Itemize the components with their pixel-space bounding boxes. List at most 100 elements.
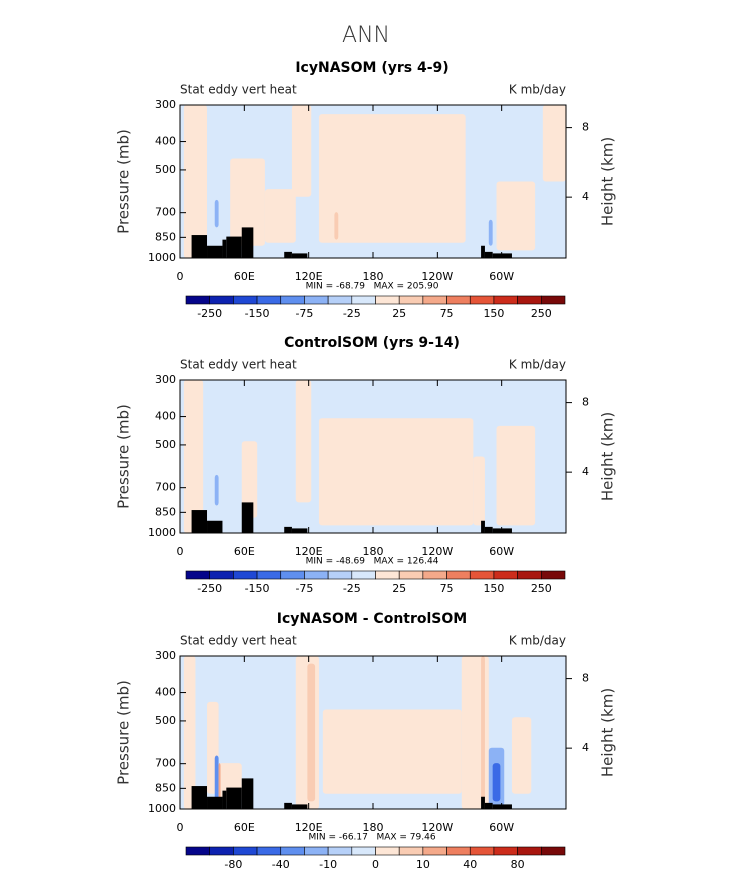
colorbar-label: 250 (531, 307, 552, 320)
colorbar-box (256, 570, 282, 580)
x-tick-label: 120E (295, 821, 323, 834)
colorbar-label: 150 (483, 582, 504, 595)
y-tick-label: 850 (155, 781, 176, 794)
x-tick-label: 120W (421, 545, 453, 558)
topography (484, 802, 493, 809)
x-tick-label: 0 (177, 821, 184, 834)
x-tick-label: 120W (421, 270, 453, 283)
y2-tick-label: 4 (582, 190, 589, 203)
contour-fill (496, 181, 536, 251)
y-tick-label: 500 (155, 714, 176, 727)
topography (191, 786, 208, 809)
y2-axis-label: Height (km) (599, 688, 617, 777)
contour-fill (295, 380, 312, 503)
colorbar-label: -40 (272, 858, 290, 871)
topography (484, 251, 493, 258)
x-tick-label: 180 (363, 821, 384, 834)
topography (291, 253, 308, 258)
y-tick-label: 500 (155, 163, 176, 176)
contour-fill (492, 763, 501, 802)
colorbar-box (233, 295, 258, 305)
x-tick-label: 120E (295, 270, 323, 283)
topography (481, 796, 485, 809)
x-tick-label: 60E (234, 821, 255, 834)
colorbar-box (185, 846, 210, 856)
colorbar-box (351, 295, 376, 305)
panel-title: IcyNASOM (yrs 4-9) (295, 60, 448, 76)
colorbar-label: -80 (224, 858, 242, 871)
colorbar-box (469, 295, 495, 305)
colorbar-box (304, 846, 329, 856)
contour-fill (322, 709, 462, 794)
colorbar-box (185, 570, 210, 580)
colorbar-box (280, 295, 305, 305)
y-tick-label: 300 (155, 98, 176, 111)
colorbar-box (493, 570, 518, 580)
colorbar-box (375, 570, 400, 580)
colorbar-box (398, 846, 424, 856)
x-tick-label: 120W (421, 821, 453, 834)
topography (226, 787, 242, 809)
y-axis-label: Pressure (mb) (115, 129, 133, 234)
colorbar-box (304, 295, 329, 305)
x-tick-label: 60E (234, 545, 255, 558)
contour-fill (264, 189, 296, 243)
left-label: Stat eddy vert heat (180, 634, 297, 648)
topography (226, 236, 242, 258)
contour-fill (214, 199, 219, 228)
colorbar-box (541, 295, 566, 305)
panel: IcyNASOM - ControlSOM Stat eddy vert heat… (115, 611, 617, 871)
colorbar-label: 0 (372, 858, 379, 871)
colorbar-box (422, 295, 447, 305)
y-tick-label: 700 (155, 481, 176, 494)
y2-tick-label: 4 (582, 741, 589, 754)
y2-tick-label: 4 (582, 465, 589, 478)
x-tick-label: 60W (489, 270, 514, 283)
contour-fill (291, 105, 312, 197)
colorbar-box (327, 295, 353, 305)
contour-fill (473, 456, 485, 526)
colorbar-label: -250 (197, 582, 222, 595)
topography (481, 520, 485, 533)
contour-fill (241, 441, 258, 518)
colorbar-box (280, 846, 305, 856)
y2-axis-label: Height (km) (599, 137, 617, 226)
colorbar-label: -10 (319, 858, 337, 871)
x-tick-label: 180 (363, 545, 384, 558)
contour-fill (183, 105, 208, 258)
colorbar-box (517, 570, 542, 580)
contour-fill (542, 105, 566, 182)
colorbar-box (209, 295, 234, 305)
colorbar-box (327, 570, 353, 580)
panel-title: IcyNASOM - ControlSOM (277, 611, 467, 627)
contour-fill (183, 380, 204, 533)
topography (492, 804, 512, 809)
y-tick-label: 700 (155, 206, 176, 219)
colorbar-box (517, 846, 542, 856)
colorbar-label: 10 (416, 858, 430, 871)
topography (284, 526, 292, 533)
colorbar-box (541, 846, 566, 856)
colorbar-box (446, 846, 471, 856)
x-tick-label: 60E (234, 270, 255, 283)
topography (207, 520, 223, 533)
min-max-annotation: MIN = -68.79 MAX = 205.90 (306, 282, 439, 292)
contour-fill (318, 114, 466, 243)
min-max-annotation: MIN = -66.17 MAX = 79.46 (308, 833, 435, 843)
y2-axis-label: Height (km) (599, 412, 617, 501)
colorbar-box (493, 295, 518, 305)
topography (291, 804, 308, 809)
colorbar-label: -25 (343, 582, 361, 595)
y-tick-label: 1000 (148, 802, 176, 815)
right-label: K mb/day (509, 358, 566, 372)
colorbar-box (469, 570, 495, 580)
right-label: K mb/day (509, 634, 566, 648)
contour-fill (496, 425, 536, 526)
colorbar-box (233, 570, 258, 580)
contour-fill (318, 418, 474, 526)
x-tick-label: 60W (489, 821, 514, 834)
colorbar-label: 75 (440, 307, 454, 320)
min-max-annotation: MIN = -48.69 MAX = 126.44 (306, 557, 439, 567)
colorbar-box (446, 570, 471, 580)
topography (222, 239, 227, 258)
